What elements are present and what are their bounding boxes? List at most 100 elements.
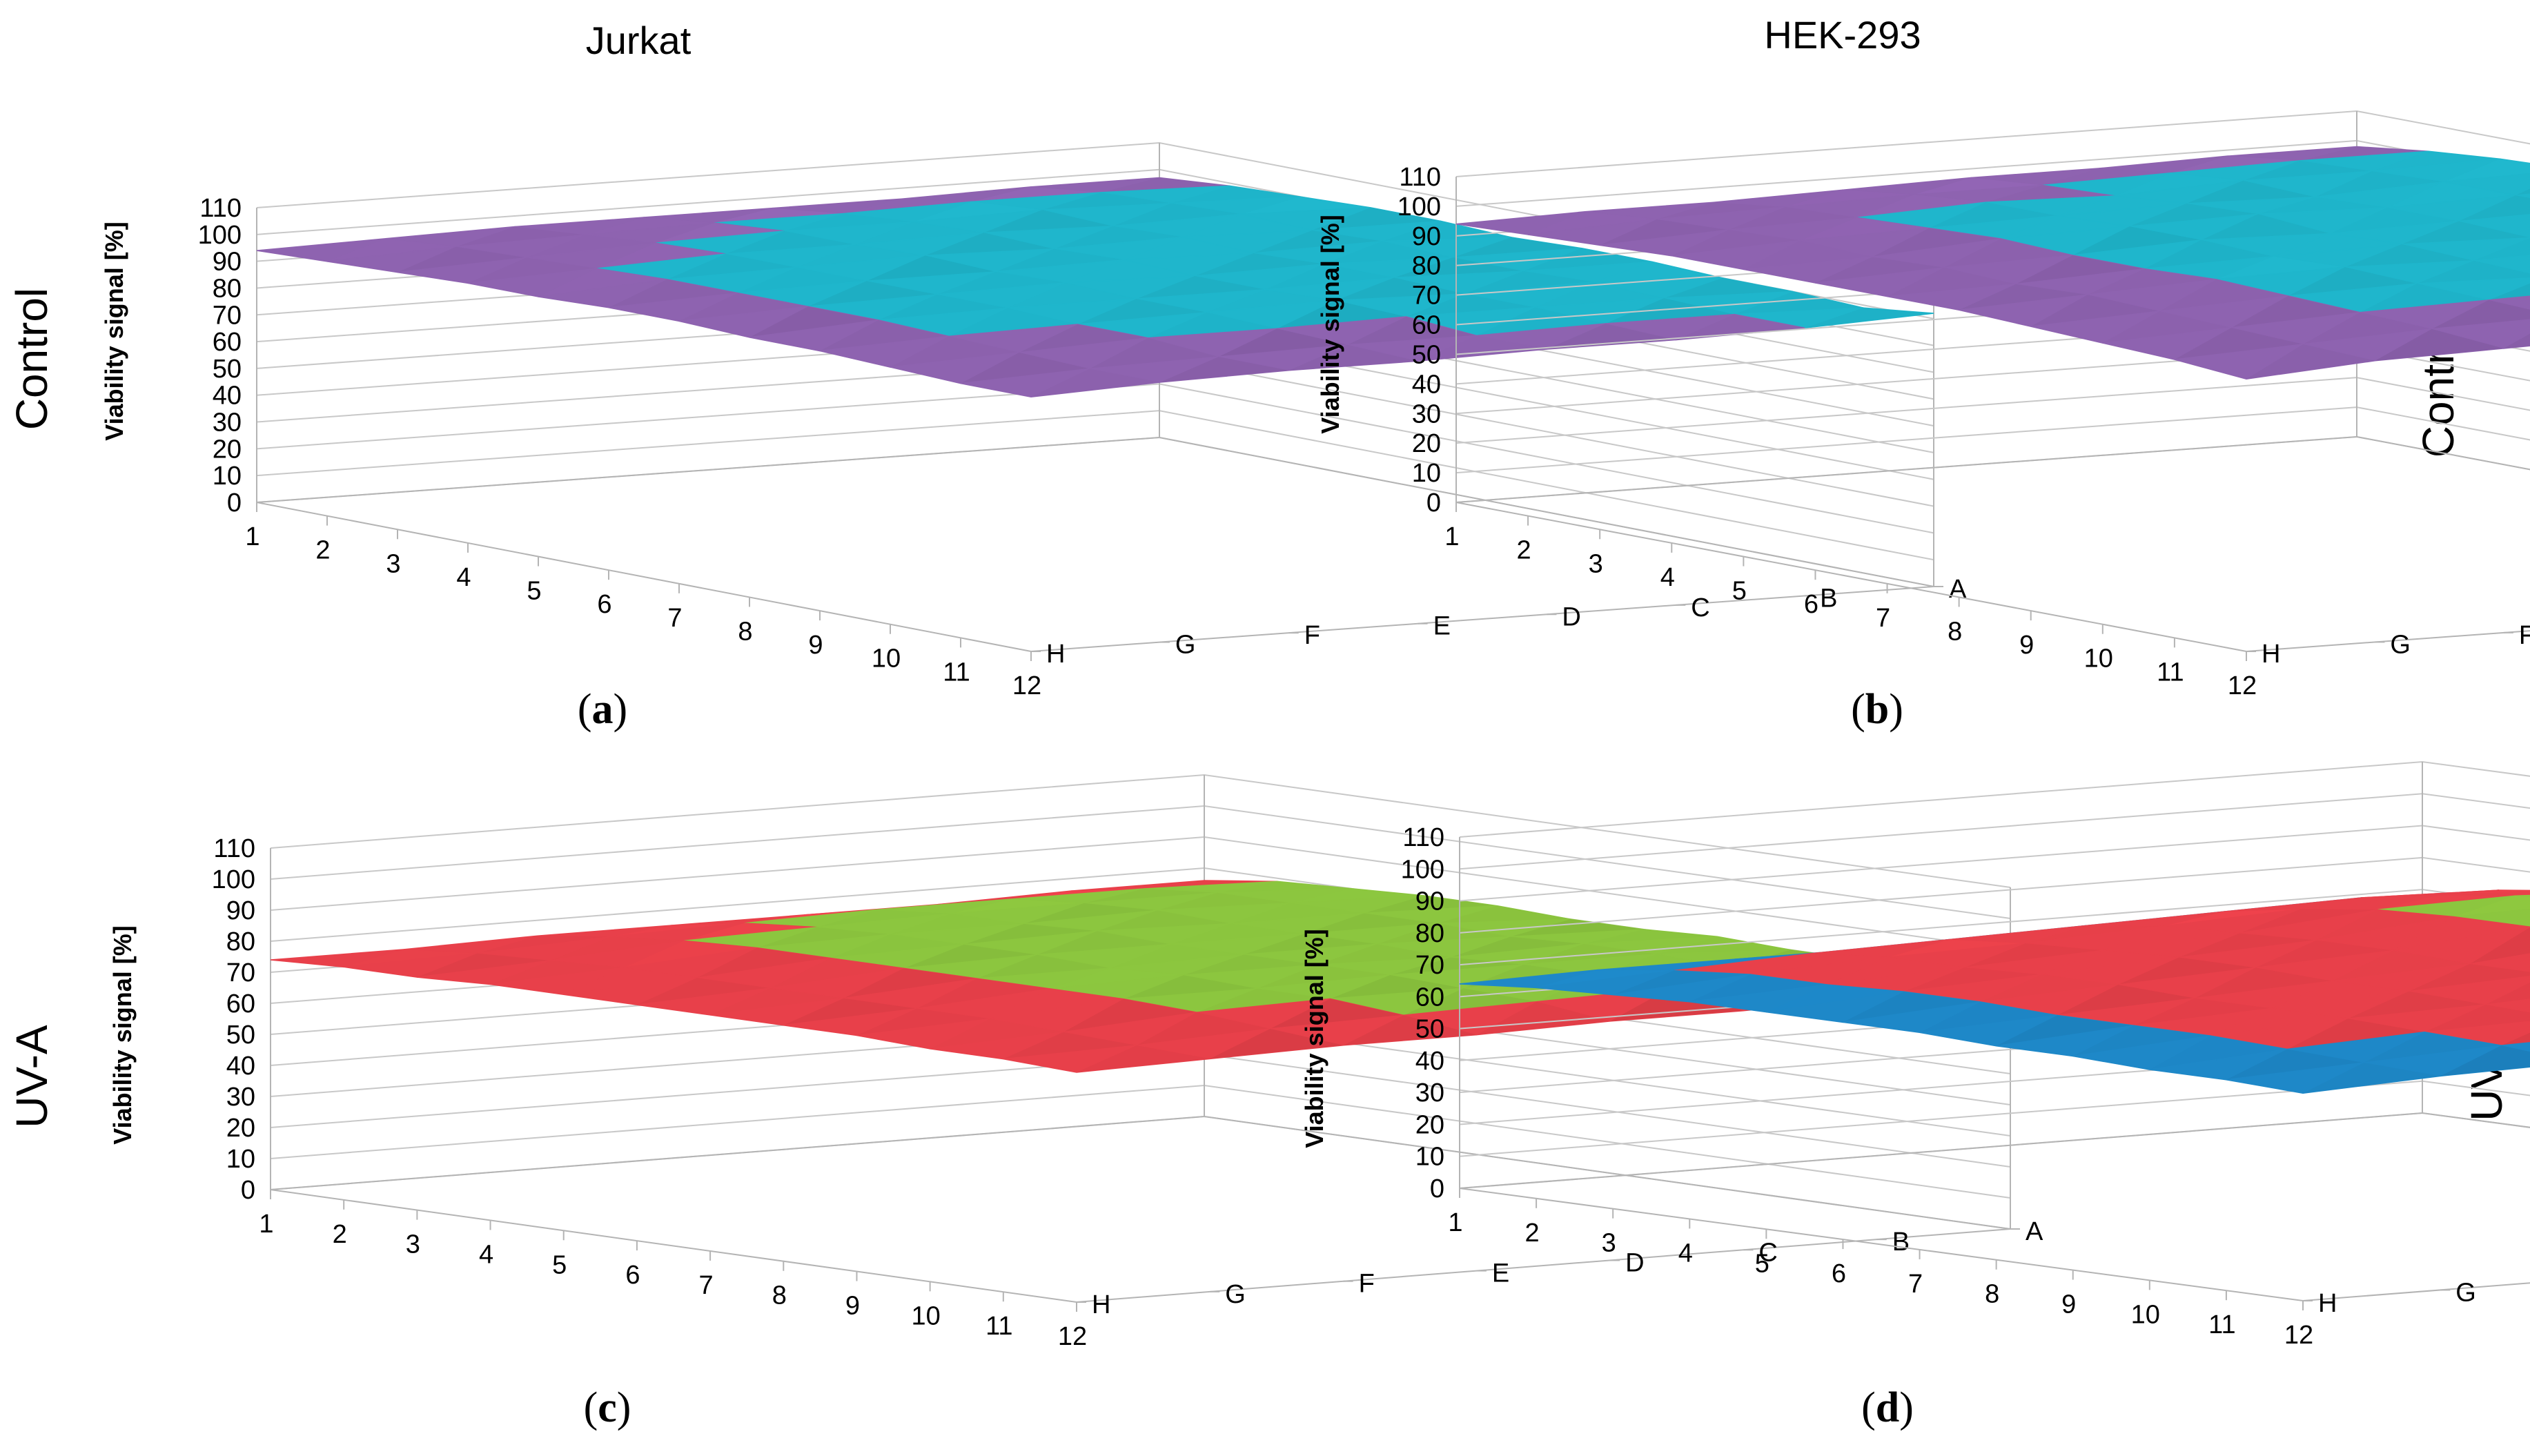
x-tick-label: 3	[386, 549, 400, 578]
surface-facet	[1110, 944, 1244, 968]
floor-edge	[2356, 436, 2530, 471]
surface-facet	[2118, 957, 2256, 985]
surface-facet	[1242, 197, 1371, 215]
surface-facet	[2287, 1019, 2425, 1050]
x-tick-label: 1	[1448, 1208, 1462, 1237]
surface-cell	[2473, 255, 2530, 275]
surface-facet	[2458, 195, 2530, 222]
surface-facet	[2114, 173, 2244, 196]
surface-facet	[1019, 324, 1148, 353]
surface-facet	[1023, 903, 1157, 924]
surface-facet	[1288, 344, 1418, 371]
y-tick-label: 50	[1415, 1015, 1444, 1044]
surface-facet	[1265, 264, 1395, 290]
x-tick-label: 7	[1876, 604, 1890, 633]
axis-frame	[1459, 762, 2530, 1301]
z-tick-label: G	[1175, 631, 1196, 660]
surface-facet	[2288, 267, 2418, 296]
surface-facet	[1656, 202, 1785, 219]
z-tick-label: G	[2455, 1278, 2476, 1307]
x-tick-labels: 1 2 3 4 5 6 7 8 9 10 11 12	[245, 502, 1041, 700]
surface-facet	[1453, 237, 1582, 258]
surface-facet	[623, 941, 758, 968]
axis-frame	[256, 143, 1934, 652]
surface-facet	[2195, 967, 2333, 998]
surface-facet	[1437, 905, 1571, 924]
surface-facet	[2315, 171, 2444, 197]
x-tick-label: 10	[872, 645, 901, 673]
x-tick-label: 12	[2284, 1321, 2313, 1350]
x-tick-labels: 1 2 3 4 5 6 7 8 9 10 11 12	[259, 1190, 1087, 1351]
surface-facet	[1159, 357, 1289, 383]
surface-facet	[2133, 998, 2272, 1026]
surface-facet	[327, 238, 456, 262]
surface-facet	[2271, 981, 2409, 1009]
panel-caption: (b)	[1851, 686, 1903, 733]
z-tick-label: E	[1492, 1259, 1509, 1288]
gridline	[1455, 377, 2530, 444]
surface-facet	[2041, 950, 2179, 975]
x-tick-label: 9	[2061, 1290, 2076, 1319]
y-tick-label: 30	[213, 409, 242, 437]
y-tick-label: 110	[199, 194, 242, 223]
surface-cell	[2469, 953, 2530, 973]
surface-facet	[1112, 203, 1242, 226]
surface-facet	[983, 210, 1113, 233]
x-tick-label: 5	[1755, 1249, 1769, 1278]
y-tick-label: 70	[1412, 282, 1441, 311]
surface-facet	[1195, 253, 1324, 277]
gridline	[1455, 347, 2530, 415]
surface-cell	[2453, 908, 2530, 928]
x-tick-labels: 1 2 3 4 5 6 7 8 9 10 11 12	[1448, 1188, 2313, 1350]
panel-caption: (c)	[584, 1384, 631, 1431]
surface-facet	[2088, 268, 2217, 295]
surface-facet	[585, 217, 714, 235]
surface-facet	[2330, 208, 2459, 234]
surface-facet	[596, 243, 726, 269]
y-tick-label: 100	[1401, 855, 1444, 884]
z-tick-labels: A B C D E F G H	[1031, 575, 1967, 669]
panel-caption: (d)	[1861, 1384, 1914, 1431]
floor-edge	[1159, 437, 1934, 587]
surface-facet	[1406, 293, 1536, 317]
y-tick-label: 30	[1415, 1079, 1444, 1108]
y-tick-label: 70	[226, 958, 255, 987]
surface-facet	[972, 186, 1101, 202]
y-tick-label: 110	[213, 834, 255, 863]
surface-facet	[1037, 931, 1171, 955]
surface-facet	[749, 306, 879, 337]
x-tick-label: 11	[2208, 1310, 2235, 1339]
y-tick-label: 90	[213, 248, 242, 277]
y-tick-label: 40	[226, 1052, 255, 1081]
y-tick-label: 30	[226, 1083, 255, 1112]
surface-facet	[636, 978, 771, 1005]
surface-facet	[1964, 943, 2103, 968]
surface-facet	[2489, 283, 2530, 300]
y-tick-label: 60	[1412, 311, 1441, 340]
gridline	[1459, 1080, 2530, 1157]
surface-facet	[937, 271, 1066, 295]
y-tick-label: 70	[1415, 951, 1444, 980]
surface-facet	[866, 255, 996, 282]
column-title-hek293: HEK-293	[1764, 13, 1921, 57]
surface-facet	[1137, 1012, 1271, 1046]
z-tick-label: D	[1625, 1248, 1644, 1277]
surface-facet	[1605, 298, 1735, 324]
surface-facet	[2503, 333, 2530, 348]
surface-facet	[807, 281, 937, 307]
surface-facet	[1464, 270, 1594, 294]
surface-facet	[1377, 923, 1511, 945]
surface-facet	[1170, 923, 1304, 945]
surface-facet	[2501, 1032, 2530, 1046]
surface-facet	[1330, 974, 1464, 999]
gridline	[1455, 435, 2530, 503]
x-tick-label: 2	[1517, 536, 1531, 565]
surface-facet	[1184, 954, 1317, 976]
surface-facet	[2364, 1032, 2502, 1063]
surface-facet	[2438, 890, 2530, 896]
surface-facet	[2424, 1005, 2530, 1032]
z-tick-label: H	[1092, 1290, 1110, 1319]
z-tick-label: A	[2026, 1217, 2043, 1246]
surface-facet	[1528, 211, 1657, 235]
y-tick-label: 100	[1398, 193, 1441, 222]
